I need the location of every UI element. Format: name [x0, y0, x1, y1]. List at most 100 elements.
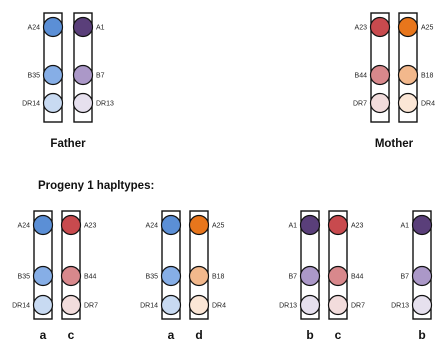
allele-label: DR7: [84, 303, 98, 310]
progeny-group: A1 B7 DR13 b: [391, 210, 433, 342]
allele-marker: [160, 294, 182, 316]
allele-label: B7: [400, 274, 409, 281]
allele-label: DR13: [391, 303, 409, 310]
allele-marker: [32, 214, 54, 236]
haplotype-bar: [300, 210, 320, 320]
allele-marker: [188, 294, 210, 316]
haplotype-letter: a: [40, 328, 47, 342]
allele-marker: [397, 16, 419, 38]
parent-caption: Father: [50, 138, 86, 150]
haplotype-letter: c: [335, 328, 342, 342]
allele-label: A24: [146, 223, 159, 230]
haplotype-letter: b: [306, 328, 313, 342]
haplotype-right: A1 B7 DR13: [72, 12, 114, 123]
allele-marker: [327, 265, 349, 287]
haplotype-left: A1 B7 DR13: [391, 210, 433, 320]
parent-mother: A23 B44 DR7 A25 B18 DR4 Mother: [353, 12, 435, 150]
allele-marker: [411, 265, 433, 287]
progeny-group: A24 B35 DR14 a A25 B18 DR4 d: [140, 210, 226, 342]
haplotype-bar: [61, 210, 81, 320]
allele-label: B44: [84, 274, 97, 281]
allele-label: DR7: [353, 101, 367, 108]
allele-marker: [60, 294, 82, 316]
allele-marker: [327, 214, 349, 236]
parent-father: A24 B35 DR14 A1 B7 DR13 Father: [22, 12, 114, 150]
haplotype-right: A25 B18 DR4: [188, 210, 226, 320]
allele-label: A23: [84, 223, 97, 230]
allele-marker: [72, 92, 94, 114]
haplotype-bar: [161, 210, 181, 320]
allele-marker: [397, 92, 419, 114]
allele-marker: [32, 265, 54, 287]
allele-label: B7: [288, 274, 297, 281]
parent-caption: Mother: [375, 138, 414, 150]
allele-label: DR14: [140, 303, 158, 310]
allele-marker: [60, 214, 82, 236]
allele-marker: [60, 265, 82, 287]
allele-label: B44: [355, 73, 368, 80]
allele-label: A25: [212, 223, 225, 230]
allele-label: A23: [351, 223, 364, 230]
allele-marker: [299, 294, 321, 316]
haplotype-letter: a: [168, 328, 175, 342]
allele-label: DR4: [421, 101, 435, 108]
allele-marker: [188, 214, 210, 236]
progeny-title: Progeny 1 hapltypes:: [38, 180, 154, 192]
allele-marker: [369, 16, 391, 38]
allele-marker: [299, 265, 321, 287]
haplotype-left: A24 B35 DR14: [12, 210, 54, 320]
allele-label: DR4: [212, 303, 226, 310]
allele-marker: [411, 214, 433, 236]
allele-label: B44: [351, 274, 364, 281]
allele-label: A24: [28, 25, 41, 32]
haplotype-left: A24 B35 DR14: [22, 12, 64, 123]
haplotype-left: A1 B7 DR13: [279, 210, 321, 320]
allele-marker: [299, 214, 321, 236]
allele-label: A23: [355, 25, 368, 32]
allele-label: B18: [421, 73, 434, 80]
haplotype-letter: c: [68, 328, 75, 342]
allele-label: B35: [146, 274, 159, 281]
allele-marker: [327, 294, 349, 316]
haplotype-letter: b: [418, 328, 425, 342]
allele-label: A1: [96, 25, 105, 32]
allele-marker: [42, 64, 64, 86]
haplotype-right: A23 B44 DR7: [327, 210, 365, 320]
allele-label: A25: [421, 25, 434, 32]
allele-marker: [42, 16, 64, 38]
allele-label: B35: [18, 274, 31, 281]
allele-label: DR7: [351, 303, 365, 310]
allele-label: B18: [212, 274, 225, 281]
allele-label: B35: [28, 73, 41, 80]
allele-marker: [72, 64, 94, 86]
allele-label: A1: [288, 223, 297, 230]
haplotype-bar: [189, 210, 209, 320]
allele-marker: [397, 64, 419, 86]
allele-label: B7: [96, 73, 105, 80]
haplotype-bar: [328, 210, 348, 320]
parents: A24 B35 DR14 A1 B7 DR13 Father A23 B44 DR7 A25 B18 D…: [22, 12, 435, 150]
haplotype-left: A24 B35 DR14: [140, 210, 182, 320]
allele-marker: [369, 64, 391, 86]
allele-label: A1: [400, 223, 409, 230]
allele-marker: [72, 16, 94, 38]
allele-marker: [42, 92, 64, 114]
allele-marker: [369, 92, 391, 114]
haplotype-bar: [33, 210, 53, 320]
progeny-group: A1 B7 DR13 b A23 B44 DR7 c: [279, 210, 365, 342]
allele-label: DR13: [279, 303, 297, 310]
haplotype-right: A25 B18 DR4: [397, 12, 435, 123]
progeny-haplotypes: A24 B35 DR14 a A23 B44 DR7 c A24 B35 DR14 a A25 B18 DR…: [12, 210, 433, 342]
allele-marker: [32, 294, 54, 316]
allele-marker: [411, 294, 433, 316]
haplotype-left: A23 B44 DR7: [353, 12, 391, 123]
allele-label: DR14: [22, 101, 40, 108]
haplotype-bar: [412, 210, 432, 320]
allele-label: DR14: [12, 303, 30, 310]
progeny-group: A24 B35 DR14 a A23 B44 DR7 c: [12, 210, 98, 342]
allele-marker: [160, 214, 182, 236]
allele-label: A24: [18, 223, 31, 230]
haplotype-right: A23 B44 DR7: [60, 210, 98, 320]
allele-label: DR13: [96, 101, 114, 108]
